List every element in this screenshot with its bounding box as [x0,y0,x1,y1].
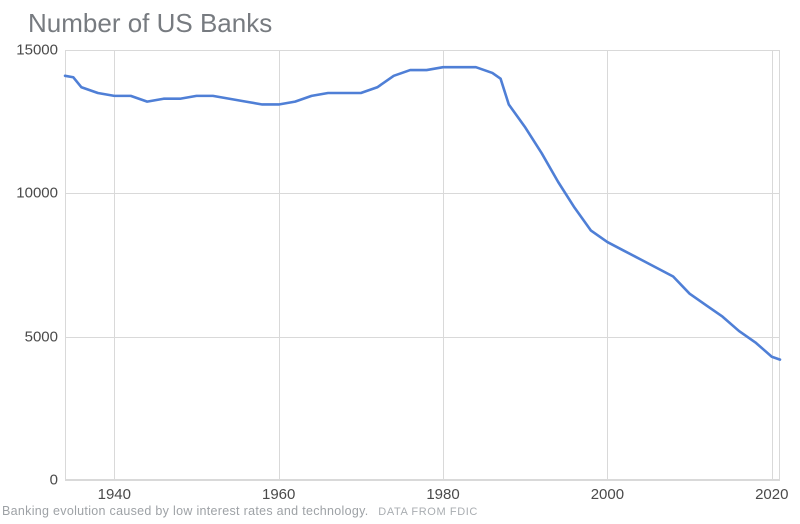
x-tick-label: 1940 [98,486,131,503]
series-path [65,67,780,359]
chart-title: Number of US Banks [28,8,272,39]
x-tick-label: 2000 [591,486,624,503]
y-tick-label: 15000 [8,42,58,59]
caption-source: DATA FROM FDIC [378,506,478,518]
caption-text: Banking evolution caused by low interest… [2,504,369,518]
x-tick-label: 2020 [755,486,788,503]
y-tick-label: 5000 [8,328,58,345]
gridline-h [65,480,780,481]
line-series [65,50,780,480]
x-tick-label: 1960 [262,486,295,503]
x-tick-label: 1980 [426,486,459,503]
chart-container: Number of US Banks 0 5000 10000 15000 1940 1… [0,0,800,524]
y-tick-label: 10000 [8,185,58,202]
caption: Banking evolution caused by low interest… [2,504,478,518]
y-tick-label: 0 [8,472,58,489]
plot-area [65,50,780,480]
